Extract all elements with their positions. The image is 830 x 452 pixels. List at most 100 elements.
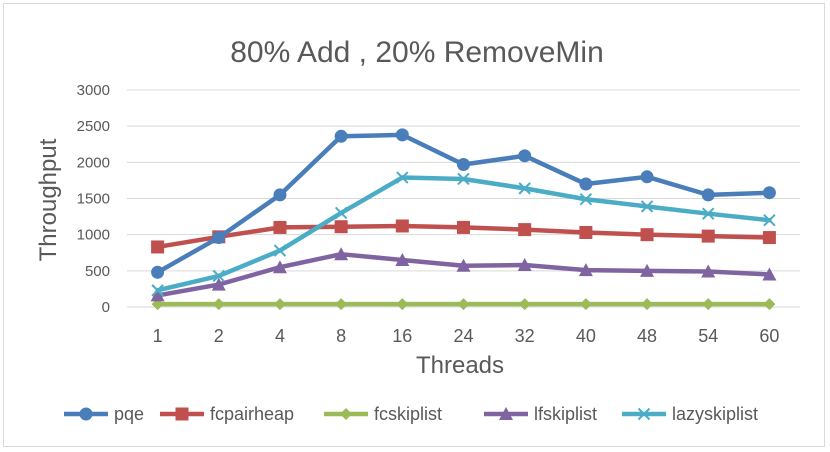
data-point-lazyskiplist: [579, 193, 593, 206]
data-point-fcskiplist: [396, 298, 409, 311]
data-point-lazyskiplist: [334, 206, 348, 220]
data-point-lazyskiplist: [702, 207, 715, 220]
data-point-pqe: [518, 149, 532, 163]
data-point-pqe: [395, 128, 409, 142]
data-point-lazyskiplist: [151, 284, 164, 297]
x-tick-label: 8: [336, 326, 346, 346]
data-point-fcskiplist: [457, 298, 470, 311]
data-point-pqe: [212, 231, 226, 245]
y-tick-label: 2500: [77, 118, 110, 135]
y-tick-label: 0: [102, 299, 110, 316]
data-point-lfskiplist: [456, 258, 471, 272]
data-point-fcskiplist: [702, 298, 715, 311]
data-point-fcpairheap: [579, 225, 593, 239]
legend-label: fcskiplist: [374, 404, 442, 424]
data-point-lfskiplist: [578, 263, 593, 277]
data-point-pqe: [701, 188, 715, 202]
legend-label: pqe: [114, 404, 144, 424]
data-point-fcskiplist: [579, 298, 592, 311]
legend-label: fcpairheap: [210, 404, 294, 424]
data-point-fcpairheap: [457, 220, 470, 234]
legend-item-lfskiplist: lfskiplist: [484, 404, 597, 424]
legend-item-lazyskiplist: lazyskiplist: [622, 404, 758, 424]
legend-swatch-marker: [637, 407, 651, 421]
series-fcpairheap: [151, 219, 776, 254]
data-point-fcskiplist: [763, 298, 776, 311]
data-point-lfskiplist: [150, 288, 165, 302]
legend-label: lfskiplist: [534, 404, 597, 424]
series-pqe: [151, 128, 776, 279]
data-point-fcskiplist: [212, 298, 225, 311]
legend-swatch-marker: [340, 408, 352, 420]
data-point-fcpairheap: [273, 220, 287, 234]
series-lfskiplist: [150, 247, 777, 302]
data-point-lazyskiplist: [763, 213, 776, 227]
data-point-fcpairheap: [762, 231, 776, 245]
x-axis-label: Threads: [416, 352, 504, 379]
series-group: [150, 128, 777, 311]
data-point-fcpairheap: [151, 240, 165, 254]
series-lazyskiplist: [151, 171, 776, 297]
x-tick-label: 40: [576, 326, 596, 346]
legend-swatch-marker: [175, 407, 189, 421]
data-point-fcskiplist: [273, 298, 286, 311]
legend-swatch-marker: [79, 407, 93, 421]
x-tick-label: 24: [453, 326, 473, 346]
series-line-pqe: [155, 132, 772, 275]
data-point-lfskiplist: [272, 260, 287, 274]
legend-item-fcpairheap: fcpairheap: [160, 404, 294, 424]
data-point-lfskiplist: [395, 252, 410, 266]
y-axis-label: Throughput: [35, 138, 62, 261]
x-axis-ticks: 1 2 4 8 16 24 32 40 48 54 60: [153, 326, 780, 346]
data-point-lazyskiplist: [212, 269, 225, 283]
data-point-lazyskiplist: [640, 200, 654, 213]
x-tick-label: 54: [698, 326, 718, 346]
data-point-fcskiplist: [335, 298, 348, 311]
x-tick-label: 48: [637, 326, 657, 346]
legend-label: lazyskiplist: [672, 404, 758, 424]
series-fcskiplist: [151, 298, 776, 311]
x-tick-label: 1: [153, 326, 163, 346]
y-tick-label: 1500: [77, 191, 110, 208]
legend-item-pqe: pqe: [64, 404, 144, 424]
x-tick-label: 32: [515, 326, 535, 346]
data-point-lfskiplist: [211, 277, 226, 291]
data-point-lazyskiplist: [518, 182, 531, 195]
data-point-fcpairheap: [640, 228, 654, 242]
data-point-pqe: [762, 186, 776, 200]
data-point-lfskiplist: [701, 264, 716, 278]
data-point-pqe: [640, 170, 654, 184]
legend-swatch-marker: [499, 407, 513, 420]
legend-item-fcskiplist: fcskiplist: [324, 404, 442, 424]
x-tick-label: 60: [759, 326, 779, 346]
data-point-pqe: [151, 265, 165, 279]
chart-title: 80% Add , 20% RemoveMin: [230, 36, 604, 69]
data-point-pqe: [334, 129, 348, 143]
y-axis-ticks: 0 500 1000 1500 2000 2500 3000: [77, 82, 110, 316]
data-point-lfskiplist: [334, 247, 349, 261]
y-tick-label: 1000: [77, 227, 110, 244]
data-point-fcpairheap: [395, 219, 409, 233]
y-tick-label: 500: [85, 263, 110, 280]
data-point-lazyskiplist: [457, 172, 470, 186]
data-point-fcskiplist: [641, 298, 654, 311]
data-point-lazyskiplist: [273, 244, 287, 257]
x-tick-label: 16: [392, 326, 412, 346]
data-point-pqe: [457, 158, 470, 172]
y-tick-label: 3000: [77, 82, 110, 99]
y-tick-label: 2000: [77, 154, 110, 171]
data-point-fcpairheap: [701, 229, 715, 243]
data-point-lazyskiplist: [396, 171, 409, 184]
data-point-fcpairheap: [518, 223, 532, 237]
data-point-pqe: [579, 177, 593, 191]
data-point-lfskiplist: [762, 267, 777, 281]
data-point-fcpairheap: [334, 220, 348, 234]
x-tick-label: 4: [275, 326, 285, 346]
data-point-lfskiplist: [517, 258, 532, 272]
data-point-lfskiplist: [640, 263, 655, 277]
data-point-fcskiplist: [518, 298, 531, 311]
x-tick-label: 2: [214, 326, 224, 346]
data-point-pqe: [273, 188, 287, 202]
legend: pqe fcpairheap fcskiplist lfskiplist lazyski…: [64, 404, 758, 424]
